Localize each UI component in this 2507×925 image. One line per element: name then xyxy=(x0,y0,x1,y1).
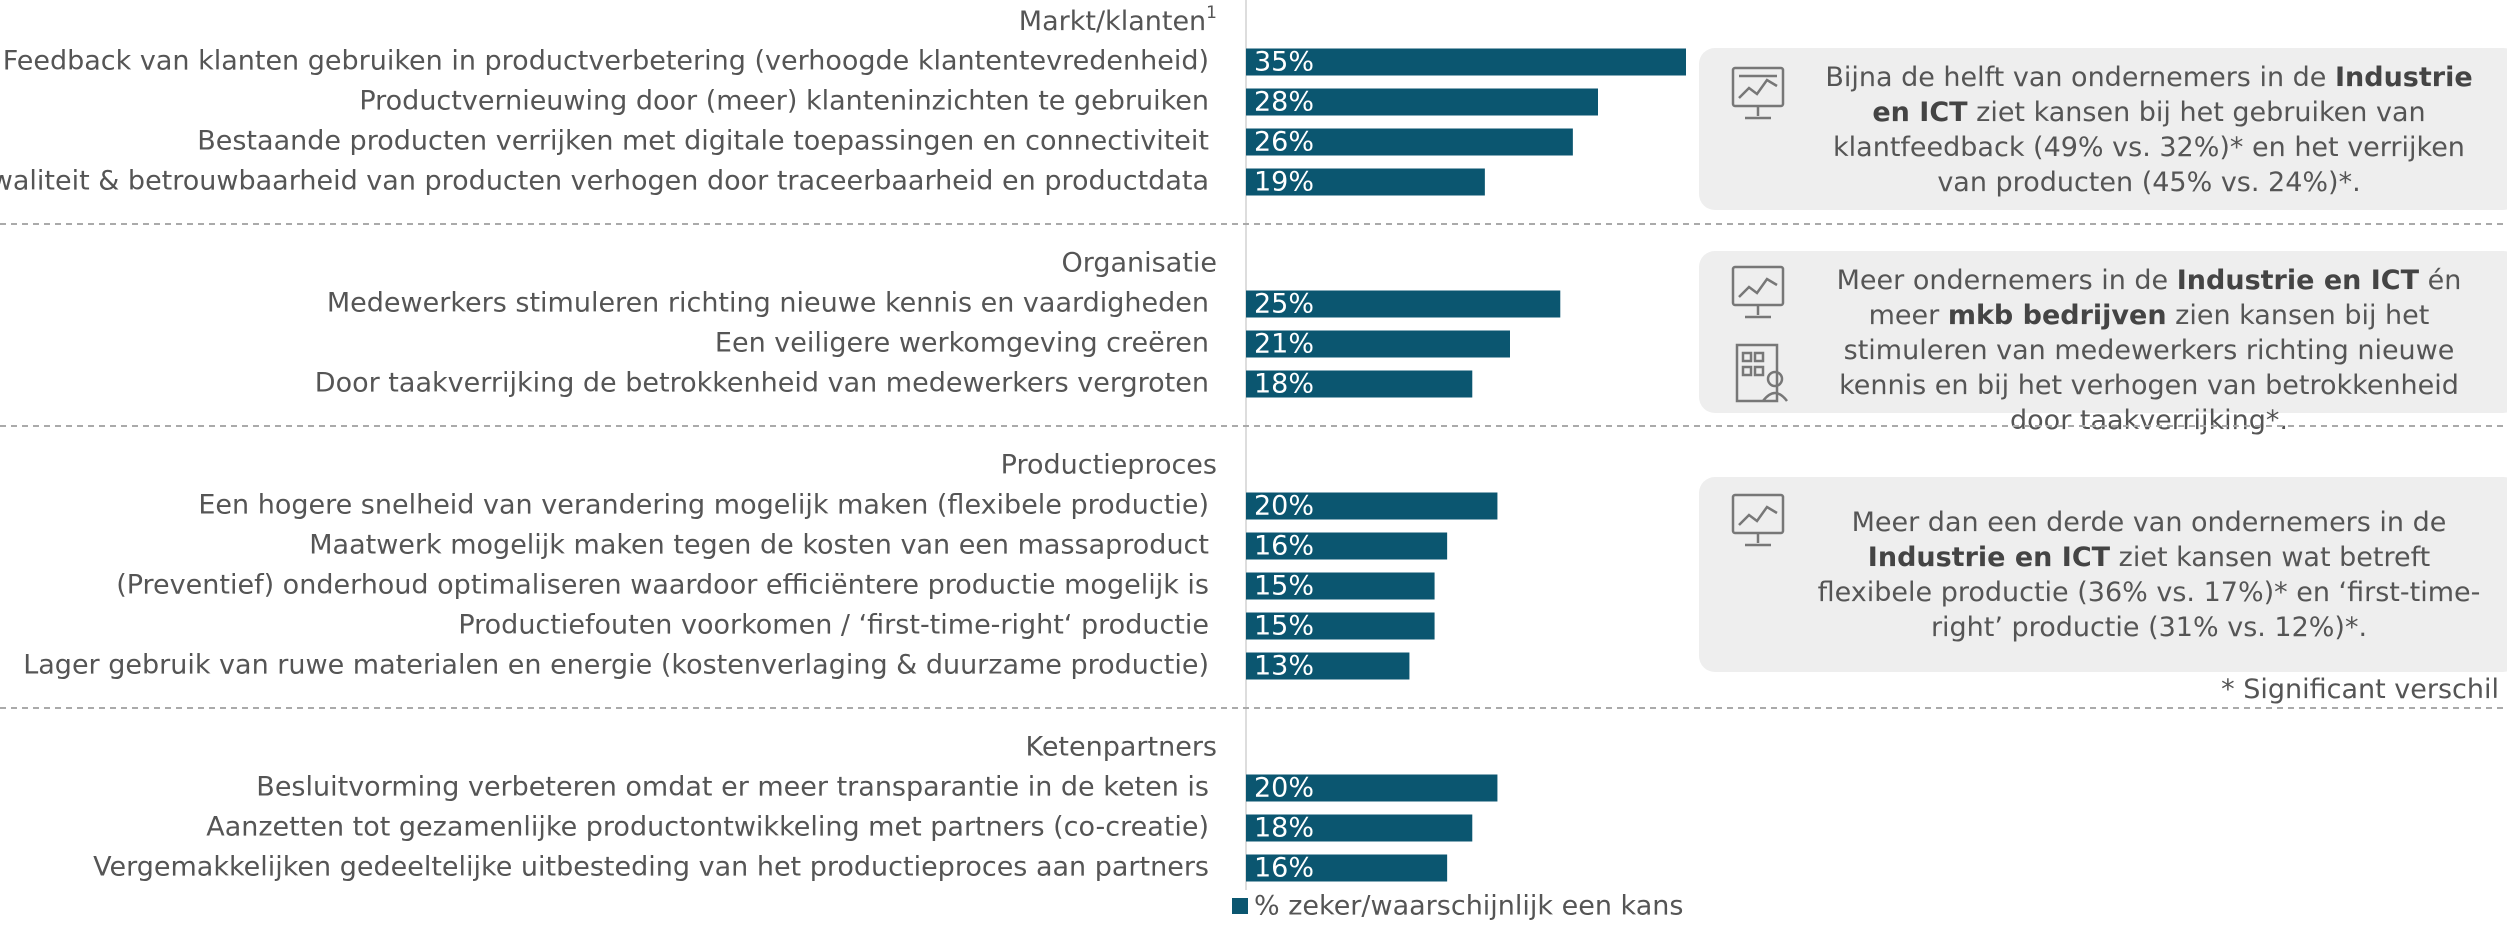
icon xyxy=(1731,66,1785,120)
callout-part: Industrie en ICT xyxy=(1867,542,2111,573)
icon xyxy=(1731,493,1785,547)
callout-part: zien kansen bij het stimuleren van medew… xyxy=(1839,300,2459,436)
callout-box: Meer dan een derde van ondernemers in de… xyxy=(1699,477,2507,672)
bar xyxy=(1246,532,1448,560)
category-label: Feedback van klanten gebruiken in produc… xyxy=(3,46,1209,77)
value-label: 15% xyxy=(1254,611,1314,642)
legend-swatch xyxy=(1232,898,1248,914)
category-label: Maatwerk mogelijk maken tegen de kosten … xyxy=(309,530,1209,561)
callout-part: Industrie en ICT xyxy=(2176,265,2420,296)
group-title: Productieproces xyxy=(1001,450,1217,481)
category-label: Besluitvorming verbeteren omdat er meer … xyxy=(256,772,1209,803)
callout-part: én meer xyxy=(1868,265,2462,331)
icon xyxy=(1731,265,1788,403)
callout-part: Meer dan een derde van ondernemers in de xyxy=(1851,507,2447,538)
callout-box: Bijna de helft van ondernemers in de Ind… xyxy=(1699,48,2507,210)
legend-label: % zeker/waarschijnlijk een kans xyxy=(1254,891,1683,922)
category-label: Vergemakkelijken gedeeltelijke uitbested… xyxy=(93,852,1209,883)
category-label: Lager gebruik van ruwe materialen en ene… xyxy=(23,650,1209,681)
value-label: 26% xyxy=(1254,127,1314,158)
category-label: Door taakverrijking de betrokkenheid van… xyxy=(315,368,1209,399)
value-label: 18% xyxy=(1254,369,1314,400)
value-label: 18% xyxy=(1254,813,1314,844)
group-title-text: Markt/klanten xyxy=(1019,6,1206,37)
callout-part: ziet kansen wat betreft flexibele produc… xyxy=(1817,542,2481,643)
callout-text: Meer ondernemers in de Industrie en ICT … xyxy=(1809,263,2489,438)
group-title: Markt/klanten1 xyxy=(1019,3,1217,37)
callout-box: Meer ondernemers in de Industrie en ICT … xyxy=(1699,251,2507,436)
bar xyxy=(1246,128,1573,156)
value-label: 21% xyxy=(1254,329,1314,360)
callout-part: Meer ondernemers in de xyxy=(1836,265,2177,296)
category-label: Aanzetten tot gezamenlijke productontwik… xyxy=(206,812,1209,843)
value-label: 13% xyxy=(1254,651,1314,682)
category-label: Productiefouten voorkomen / ‘first-time-… xyxy=(458,610,1209,641)
callout-part: Bijna de helft van ondernemers in de xyxy=(1825,62,2335,93)
bar xyxy=(1246,854,1448,882)
bar xyxy=(1246,330,1510,358)
value-label: 16% xyxy=(1254,531,1314,562)
bar xyxy=(1246,652,1410,680)
value-label: 19% xyxy=(1254,167,1314,198)
bar xyxy=(1246,48,1686,76)
category-label: Medewerkers stimuleren richting nieuwe k… xyxy=(327,288,1209,319)
bar xyxy=(1246,290,1561,318)
value-label: 16% xyxy=(1254,853,1314,884)
value-label: 28% xyxy=(1254,87,1314,118)
category-label: Bestaande producten verrijken met digita… xyxy=(197,126,1209,157)
category-label: Kwaliteit & betrouwbaarheid van producte… xyxy=(0,166,1209,197)
bar xyxy=(1246,572,1435,600)
category-label: (Preventief) onderhoud optimaliseren waa… xyxy=(116,570,1209,601)
value-label: 20% xyxy=(1254,773,1314,804)
callout-text: Meer dan een derde van ondernemers in de… xyxy=(1809,505,2489,645)
value-label: 35% xyxy=(1254,47,1314,78)
bar xyxy=(1246,88,1598,116)
category-label: Een hogere snelheid van verandering moge… xyxy=(198,490,1209,521)
bar xyxy=(1246,814,1473,842)
callout-part: ziet kansen bij het gebruiken van klantf… xyxy=(1833,97,2465,198)
value-label: 15% xyxy=(1254,571,1314,602)
callout-text: Bijna de helft van ondernemers in de Ind… xyxy=(1809,60,2489,200)
value-label: 20% xyxy=(1254,491,1314,522)
footnote-mark: 1 xyxy=(1206,3,1217,23)
value-label: 25% xyxy=(1254,289,1314,320)
callout-part: mkb bedrijven xyxy=(1947,300,2167,331)
category-label: Productvernieuwing door (meer) klantenin… xyxy=(359,86,1209,117)
group-title: Organisatie xyxy=(1062,248,1218,279)
bar xyxy=(1246,612,1435,640)
footnote: * Significant verschil xyxy=(2221,674,2499,705)
bar xyxy=(1246,370,1473,398)
bar xyxy=(1246,492,1498,520)
bar xyxy=(1246,774,1498,802)
callout-part: Industrie en ICT xyxy=(1872,62,2473,128)
category-label: Een veiligere werkomgeving creëren xyxy=(715,328,1209,359)
group-title: Ketenpartners xyxy=(1025,732,1217,763)
bar xyxy=(1246,168,1485,196)
